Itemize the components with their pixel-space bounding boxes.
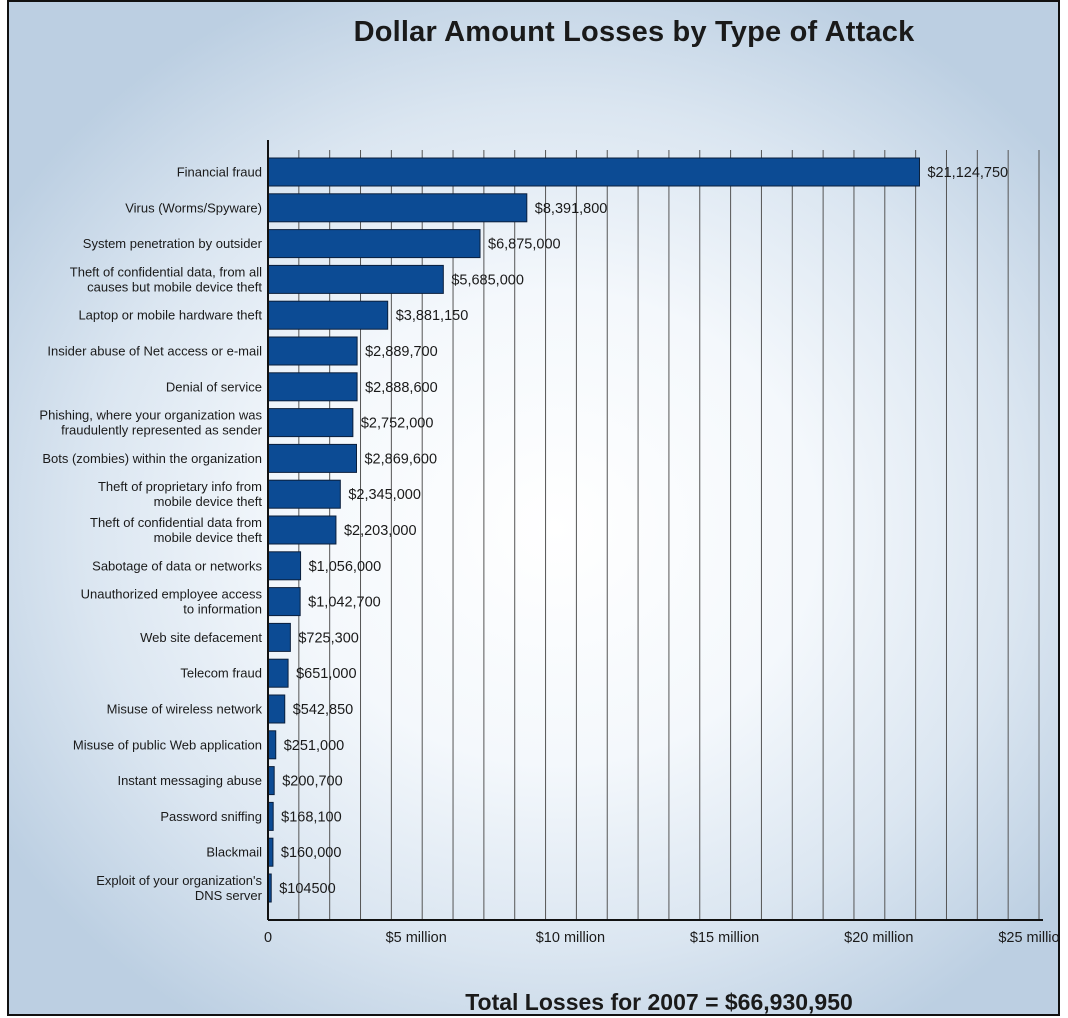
chart-title: Dollar Amount Losses by Type of Attack xyxy=(353,16,915,48)
tick-labels: 0 $5 million $10 million $15 million $20 mil… xyxy=(264,930,1060,946)
bar xyxy=(267,515,337,545)
bar xyxy=(267,622,291,652)
bar xyxy=(267,479,341,509)
bar xyxy=(267,300,389,330)
value-label: $2,752,000 xyxy=(361,416,434,432)
bar xyxy=(267,658,289,688)
value-label: $1,042,700 xyxy=(308,595,381,611)
bar xyxy=(267,157,920,187)
bar xyxy=(267,551,302,581)
value-label: $6,875,000 xyxy=(488,237,561,253)
bar xyxy=(267,408,354,438)
bar xyxy=(267,264,444,294)
value-label: $2,869,600 xyxy=(364,451,437,467)
category-label: Theft of proprietary info from mobile dev… xyxy=(98,479,262,509)
value-label: $1,056,000 xyxy=(309,559,382,575)
category-label: Exploit of your organization's DNS server xyxy=(96,873,262,903)
bar xyxy=(267,443,357,473)
x-tick-label: $5 million xyxy=(386,930,447,946)
value-label: $5,685,000 xyxy=(451,272,524,288)
value-labels: $21,124,750 $8,391,800 $6,875,000 $5,685,00… xyxy=(279,165,1008,897)
value-label: $2,888,600 xyxy=(365,380,438,396)
category-label: Virus (Worms/Spyware) xyxy=(125,200,262,215)
category-label: Theft of confidential data from mobile de… xyxy=(90,515,262,545)
bar xyxy=(267,229,481,259)
category-label: Blackmail xyxy=(206,845,262,860)
value-label: $251,000 xyxy=(284,738,344,754)
bar xyxy=(267,372,358,402)
x-tick-label: $25 million xyxy=(998,930,1060,946)
x-tick-label: $10 million xyxy=(536,930,605,946)
value-label: $21,124,750 xyxy=(927,165,1008,181)
x-tick-label: 0 xyxy=(264,930,272,946)
bars xyxy=(267,157,920,903)
value-label: $104500 xyxy=(279,881,335,897)
category-label: Telecom fraud xyxy=(180,666,262,681)
value-label: $3,881,150 xyxy=(396,308,469,324)
value-label: $651,000 xyxy=(296,666,356,682)
bar xyxy=(267,587,301,617)
value-label: $542,850 xyxy=(293,702,353,718)
category-label: Unauthorized employee access to informati… xyxy=(81,587,263,617)
category-label: Laptop or mobile hardware theft xyxy=(78,308,262,323)
category-label: Web site defacement xyxy=(140,630,262,645)
value-label: $168,100 xyxy=(281,809,341,825)
bar xyxy=(267,730,277,760)
bar xyxy=(267,193,528,223)
category-label: Bots (zombies) within the organization xyxy=(42,451,262,466)
category-label: Misuse of public Web application xyxy=(73,737,262,752)
category-label: Password sniffing xyxy=(160,809,262,824)
category-label: Denial of service xyxy=(166,379,262,394)
x-tick-label: $20 million xyxy=(844,930,913,946)
value-label: $8,391,800 xyxy=(535,201,608,217)
category-labels: Financial fraud Virus (Worms/Spyware) Syst… xyxy=(39,165,262,904)
category-label: Instant messaging abuse xyxy=(117,773,262,788)
x-tick-label: $15 million xyxy=(690,930,759,946)
bar-chart: Financial fraud Virus (Worms/Spyware) Syst… xyxy=(39,140,1060,946)
chart-frame: Dollar Amount Losses by Type of Attack F… xyxy=(7,0,1060,1016)
category-label: Theft of confidential data, from all caus… xyxy=(70,264,263,294)
value-label: $200,700 xyxy=(282,774,342,790)
value-label: $2,203,000 xyxy=(344,523,417,539)
value-label: $2,889,700 xyxy=(365,344,438,360)
category-label: Phishing, where your organization was fra… xyxy=(39,408,262,438)
category-label: Misuse of wireless network xyxy=(107,702,263,717)
category-label: Financial fraud xyxy=(177,165,262,180)
category-label: Sabotage of data or networks xyxy=(92,558,262,573)
value-label: $160,000 xyxy=(281,845,341,861)
category-label: System penetration by outsider xyxy=(83,236,263,251)
total-losses-caption: Total Losses for 2007 = $66,930,950 xyxy=(465,989,853,1015)
value-label: $2,345,000 xyxy=(348,487,421,503)
axes xyxy=(267,140,1043,921)
bar xyxy=(267,694,286,724)
category-label: Insider abuse of Net access or e-mail xyxy=(47,344,262,359)
bar xyxy=(267,336,358,366)
value-label: $725,300 xyxy=(298,630,358,646)
